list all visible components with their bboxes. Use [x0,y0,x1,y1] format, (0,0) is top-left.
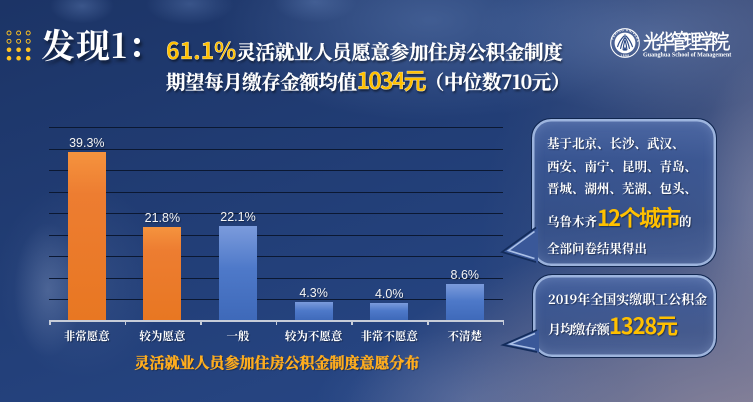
svg-text:1898: 1898 [620,54,629,58]
